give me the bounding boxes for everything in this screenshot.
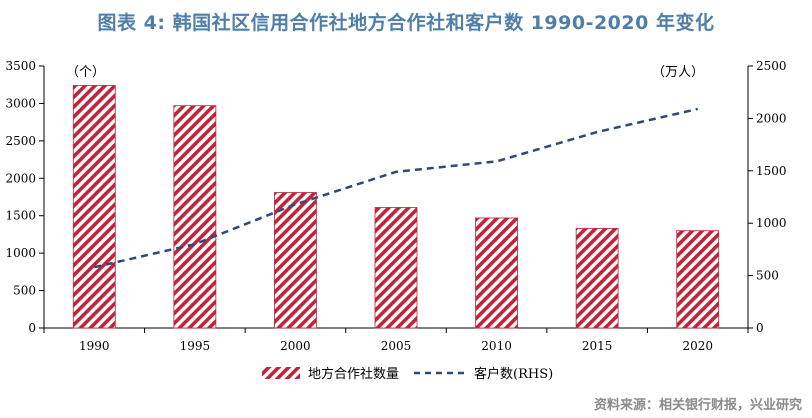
- bar: [374, 207, 418, 329]
- right-axis-tick-label: 0: [756, 321, 764, 335]
- labels-group: 0 500 1000 1500 2000 2500 3000 3500 0 500 1000 1500…: [5, 59, 786, 353]
- bars-group: [72, 85, 720, 329]
- chart-title: 图表 4: 韩国社区信用合作社地方合作社和客户数 1990-2020 年变化: [97, 12, 715, 34]
- legend-bar-label: 地方合作社数量: [308, 366, 399, 382]
- line-group: [94, 107, 698, 269]
- x-axis-tick-label: 2020: [682, 339, 713, 353]
- x-axis-tick-label: 2000: [280, 339, 311, 353]
- source-note: 资料来源：相关银行财报，兴业研究: [593, 398, 802, 413]
- bar: [173, 105, 217, 329]
- bar: [274, 192, 317, 329]
- x-axis-tick-label: 2015: [582, 339, 613, 353]
- left-axis-tick-label: 1000: [5, 246, 36, 260]
- legend: 地方合作社数量 客户数(RHS): [262, 366, 553, 382]
- left-axis-unit: （个）: [66, 65, 105, 80]
- left-axis-tick-label: 1500: [5, 209, 36, 223]
- right-axis-tick-label: 500: [756, 269, 779, 283]
- left-axis-tick-label: 3000: [5, 96, 36, 110]
- right-axis-tick-label: 1000: [756, 216, 787, 230]
- legend-bar-swatch: [262, 367, 300, 379]
- series-line-clients: [94, 107, 698, 269]
- legend-line-label: 客户数(RHS): [474, 366, 553, 382]
- right-axis-tick-label: 2000: [756, 111, 787, 125]
- right-axis-tick-label: 1500: [756, 164, 787, 178]
- right-axis-tick-label: 2500: [756, 59, 787, 73]
- bar: [575, 228, 619, 329]
- x-axis-tick-label: 1990: [79, 339, 110, 353]
- x-axis-tick-label: 2005: [381, 339, 412, 353]
- bar: [475, 217, 518, 329]
- bar: [676, 230, 720, 329]
- x-axis-tick-label: 2010: [481, 339, 512, 353]
- x-axis-tick-label: 1995: [180, 339, 211, 353]
- left-axis-tick-label: 2500: [5, 134, 36, 148]
- bar: [72, 85, 116, 329]
- left-axis-tick-label: 2000: [5, 171, 36, 185]
- left-axis-tick-label: 500: [13, 284, 36, 298]
- left-axis-tick-label: 3500: [5, 59, 36, 73]
- left-axis-tick-label: 0: [28, 321, 36, 335]
- right-axis-unit: （万人）: [652, 65, 704, 80]
